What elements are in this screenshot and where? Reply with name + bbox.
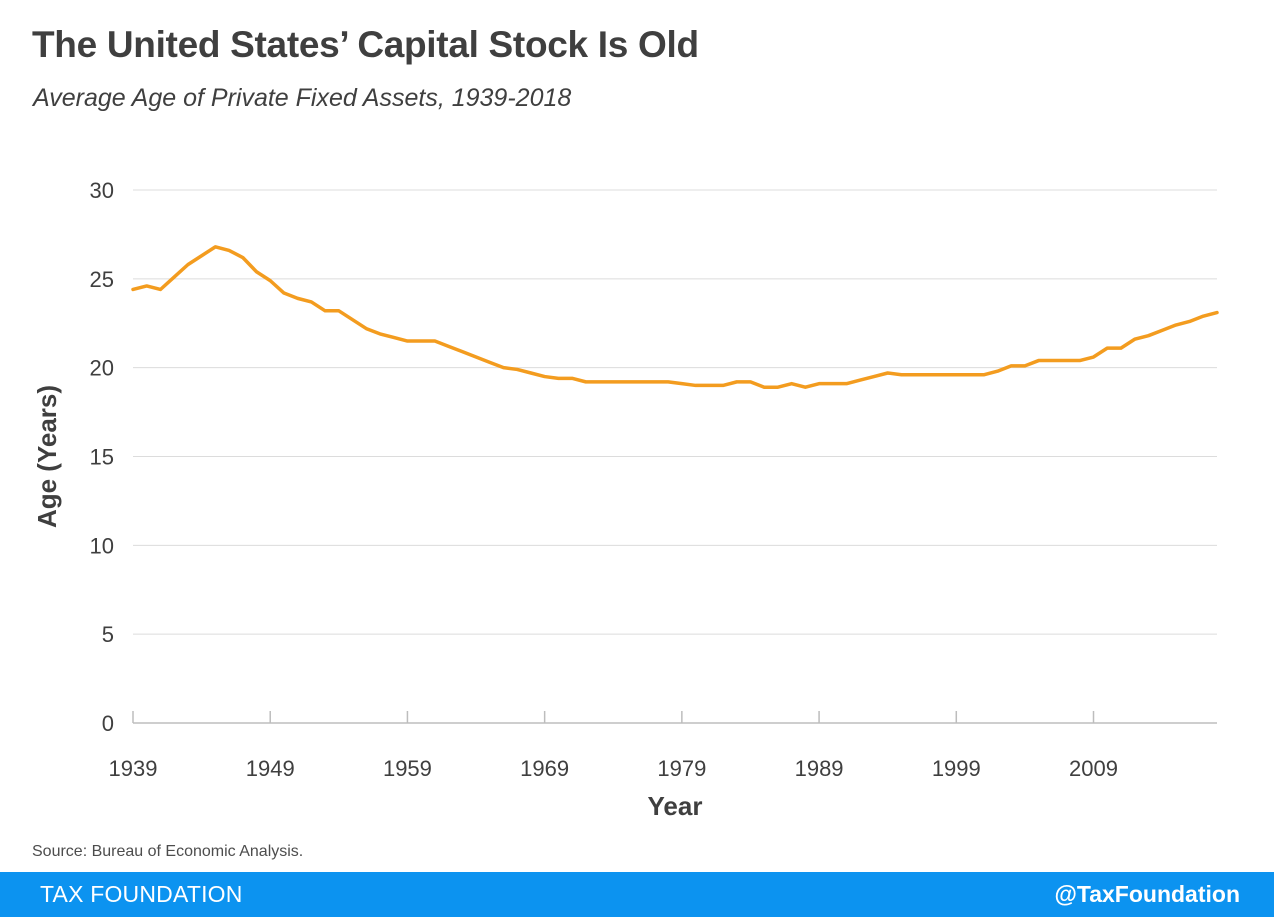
footer-handle: @TaxFoundation (1054, 881, 1240, 907)
chart-title: The United States’ Capital Stock Is Old (32, 24, 699, 65)
y-tick-label: 25 (90, 267, 114, 292)
source-note: Source: Bureau of Economic Analysis. (32, 843, 304, 860)
x-tick-label: 1969 (520, 756, 569, 781)
x-tick-label: 1989 (795, 756, 844, 781)
x-tick-label: 1999 (932, 756, 981, 781)
x-axis-label: Year (648, 791, 703, 821)
x-tick-label: 1939 (109, 756, 158, 781)
chart-subtitle: Average Age of Private Fixed Assets, 193… (33, 84, 572, 112)
y-tick-label: 10 (90, 533, 114, 558)
x-tick-label: 1959 (383, 756, 432, 781)
y-tick-label: 30 (90, 178, 114, 203)
y-tick-label: 15 (90, 445, 114, 470)
series-line (131, 245, 1219, 389)
y-tick-label: 5 (102, 622, 114, 647)
y-tick-label: 0 (102, 711, 114, 736)
footer-brand: TAX FOUNDATION (40, 881, 243, 907)
y-tick-label: 20 (90, 356, 114, 381)
x-tick-label: 2009 (1069, 756, 1118, 781)
line-chart: 0 5 10 15 20 25 30 1939 1949 1959 1969 1979 1989 1999… (32, 178, 1219, 821)
x-tick-label: 1949 (246, 756, 295, 781)
x-tick-label: 1979 (657, 756, 706, 781)
footer-bar: TAX FOUNDATION @TaxFoundation (0, 872, 1274, 917)
y-axis-label: Age (Years) (32, 385, 62, 528)
